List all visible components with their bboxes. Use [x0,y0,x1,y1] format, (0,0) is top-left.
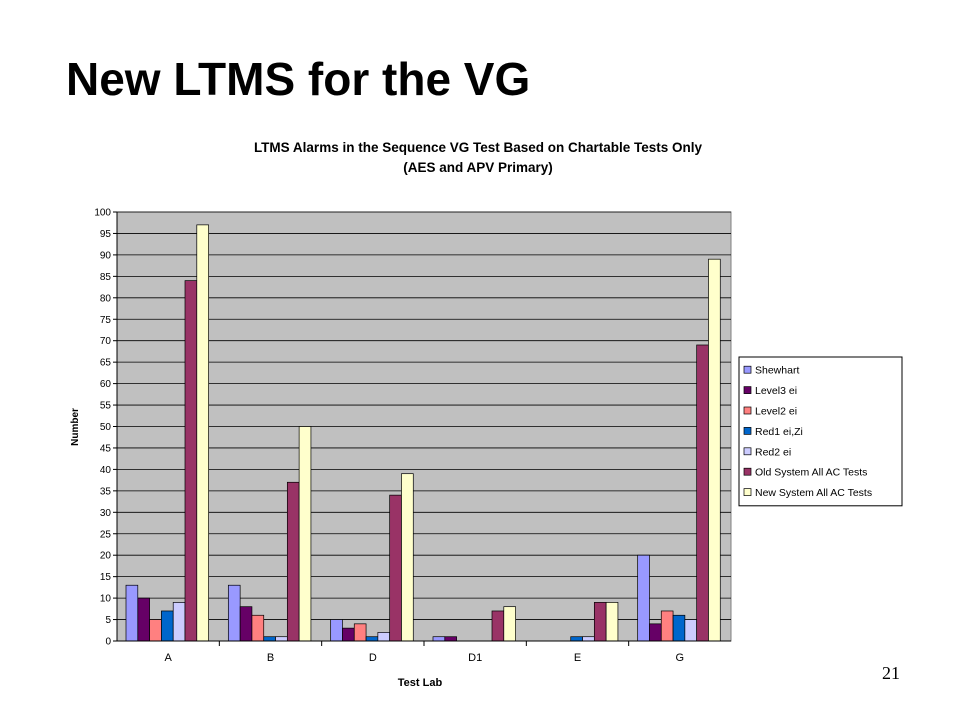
bar [503,606,516,642]
bar [184,280,198,642]
x-tick-labels: A B D D1 E G [164,652,684,664]
y-tick-label: 70 [100,336,112,347]
bar [401,473,414,642]
bar [161,610,174,642]
legend-swatch [743,488,752,496]
legend-label: Level2 ei [755,406,797,418]
y-tick-label: 85 [100,272,112,283]
legend-box [738,356,903,507]
y-tick-label: 35 [100,486,112,497]
axes [113,211,731,646]
y-tick-label: 30 [100,508,112,519]
bar [275,636,288,642]
bar [298,426,312,642]
slide-title: New LTMS for the VG [66,53,531,105]
legend-label: Red1 ei,Zi [755,426,803,438]
legend-swatch [743,427,752,435]
x-tick-label: A [164,652,172,664]
bar [353,623,367,642]
bar [137,597,150,642]
y-tick-label: 10 [100,594,112,605]
gridlines [117,211,731,620]
bar [444,636,457,642]
y-tick-label: 15 [100,572,112,583]
y-tick-label: 45 [100,443,112,454]
bar [605,602,619,642]
bar [708,258,721,642]
bar [570,636,583,642]
chart-title: LTMS Alarms in the Sequence VG Test Base… [254,140,703,155]
y-tick-labels: 0 5 10 15 20 25 30 35 40 45 50 55 60 65 70 75 80 85 90 95 10… [94,208,111,648]
bar [491,610,505,642]
legend-label: Level3 ei [755,385,797,397]
bar [649,623,662,642]
bar [227,584,241,642]
y-tick-label: 60 [100,379,112,390]
bar [251,614,265,642]
bar [365,636,379,642]
bar [125,584,139,642]
page-number: 21 [882,663,900,683]
x-axis-label: Test Lab [398,677,443,689]
legend-swatch [743,386,752,394]
bar [582,636,595,642]
y-tick-label: 40 [100,465,112,476]
legend-label: Shewhart [755,365,799,377]
y-tick-label: 80 [100,293,112,304]
legend-swatch [743,467,752,476]
bar [172,602,186,642]
bar [342,627,355,642]
bar [637,554,650,642]
y-tick-label: 0 [105,637,111,648]
y-axis-label: Number [70,408,81,446]
x-tick-label: G [676,652,685,664]
y-tick-label: 100 [94,208,111,219]
chart-subtitle: (AES and APV Primary) [403,160,553,175]
bar [263,636,276,642]
y-tick-label: 5 [105,615,111,626]
legend-label: New System All AC Tests [755,487,872,499]
bar [239,606,253,642]
legend-swatch [743,447,752,456]
bar [196,224,209,642]
x-tick-label: E [574,652,581,664]
y-tick-label: 75 [100,315,112,326]
bar [684,619,698,642]
bar [432,636,446,642]
bar [389,494,402,642]
bar [696,344,709,642]
legend-label: Old System All AC Tests [755,467,867,479]
bar [377,632,391,642]
x-tick-label: B [267,652,274,664]
legend: Shewhart Level3 ei Level2 ei Red1 ei,Zi Red2… [738,356,903,507]
y-tick-label: 55 [100,401,112,412]
bar [593,602,607,642]
legend-swatch [743,406,752,415]
legend-label: Red2 ei [755,446,791,458]
legend-swatch [743,365,752,374]
bar [286,481,300,642]
y-tick-label: 95 [100,229,112,240]
bar [660,610,674,642]
y-tick-label: 90 [100,250,112,261]
y-tick-label: 25 [100,529,112,540]
x-tick-label: D [369,652,377,664]
y-tick-label: 65 [100,358,112,369]
x-tick-label: D1 [468,652,482,664]
bar [672,614,686,642]
bar [330,619,343,642]
y-tick-label: 50 [100,422,112,433]
bar [149,619,162,642]
y-tick-label: 20 [100,551,112,562]
